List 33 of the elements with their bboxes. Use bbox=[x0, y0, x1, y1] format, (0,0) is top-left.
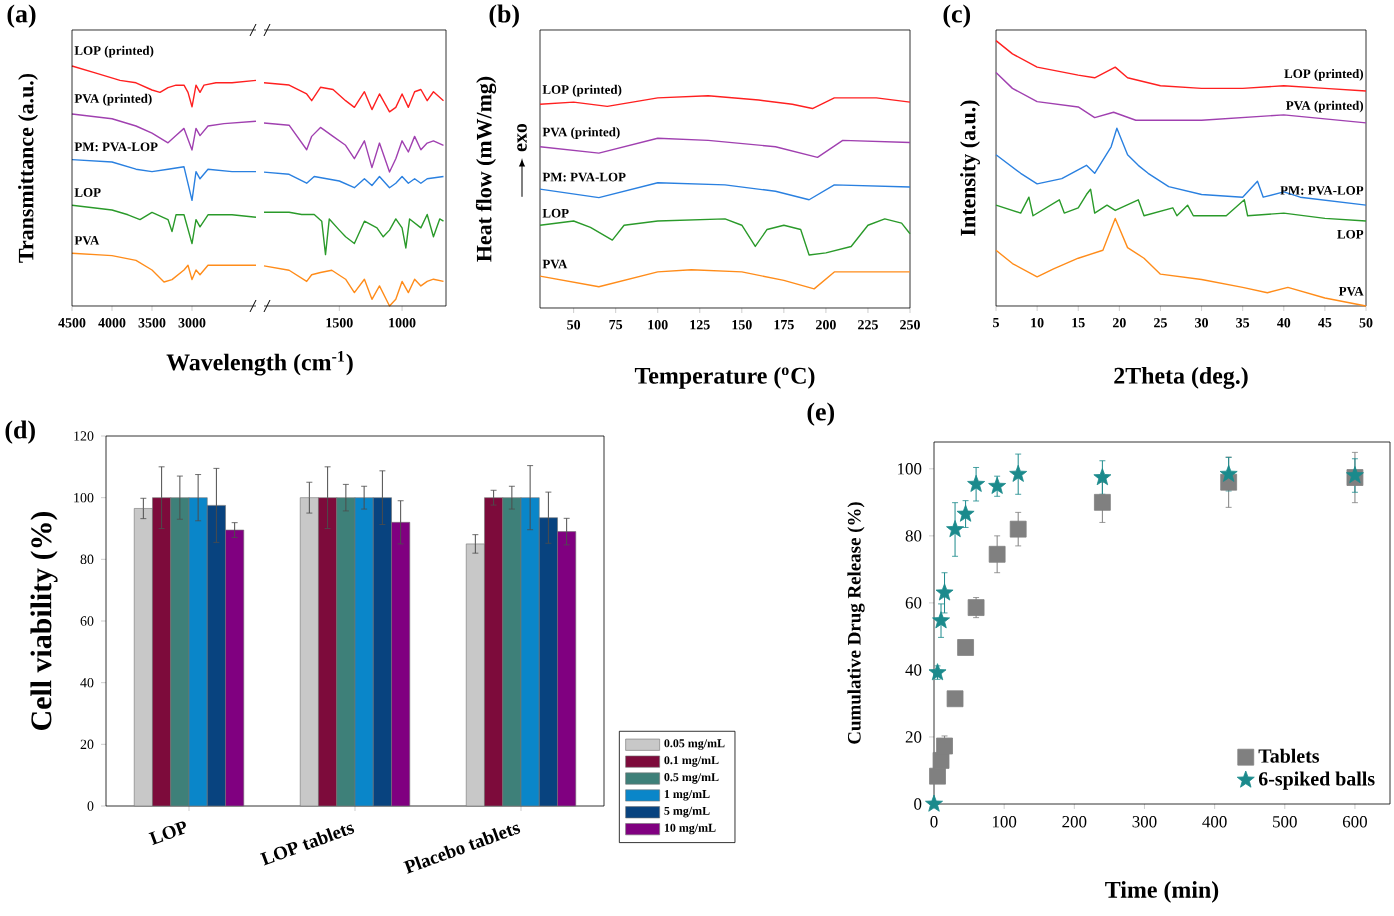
x-axis-title: Temperature ($^{o}$C) bbox=[634, 367, 815, 389]
y-axis-title: Cumulative Drug Release (%) bbox=[847, 502, 865, 744]
x-tick-label: 600 bbox=[1342, 816, 1367, 828]
x-tick-label: 300 bbox=[1132, 816, 1157, 828]
legend-label: Tablets bbox=[1258, 748, 1320, 763]
y-axis-title: Cell viability (%) bbox=[30, 511, 58, 730]
x-axis-title: Wavelength (cm$^{-1}$) bbox=[166, 351, 353, 376]
y-tick-label: 40 bbox=[905, 664, 922, 676]
x-tick-label: 200 bbox=[1062, 816, 1087, 828]
y-tick-label: 20 bbox=[905, 731, 922, 743]
chart-title: (c) bbox=[943, 4, 971, 28]
chart-title: (b) bbox=[489, 4, 519, 28]
x-tick-label: LOP tablets bbox=[259, 824, 355, 866]
x-tick-label: 500 bbox=[1273, 816, 1297, 828]
x-tick-label: 0 bbox=[930, 816, 938, 828]
legend-label: 6-spiked balls bbox=[1258, 771, 1375, 790]
chart-title: (e) bbox=[807, 402, 835, 426]
y-axis-title: Intensity (a.u.) bbox=[960, 100, 980, 236]
x-tick-label: LOP bbox=[148, 821, 186, 846]
y-tick-label: 100 bbox=[898, 463, 922, 475]
y-axis-title: Transmittance (a.u.) bbox=[18, 73, 38, 263]
x-tick-label: 100 bbox=[992, 816, 1017, 828]
y-tick-label: 60 bbox=[905, 597, 922, 609]
x-tick-label: 400 bbox=[1202, 816, 1227, 828]
x-axis-title: Time (min) bbox=[1105, 881, 1219, 903]
chart-title: (d) bbox=[5, 420, 35, 444]
x-tick-label: Placebo tablets bbox=[403, 824, 521, 874]
y-tick-label: 80 bbox=[905, 530, 922, 542]
x-axis-title: 2Theta (deg.) bbox=[1114, 367, 1248, 389]
chart-title: (a) bbox=[7, 4, 36, 28]
text: exo bbox=[517, 123, 527, 152]
y-axis-title: Heat flow (mW/mg) bbox=[475, 76, 497, 262]
y-tick-label: 0 bbox=[914, 798, 922, 810]
